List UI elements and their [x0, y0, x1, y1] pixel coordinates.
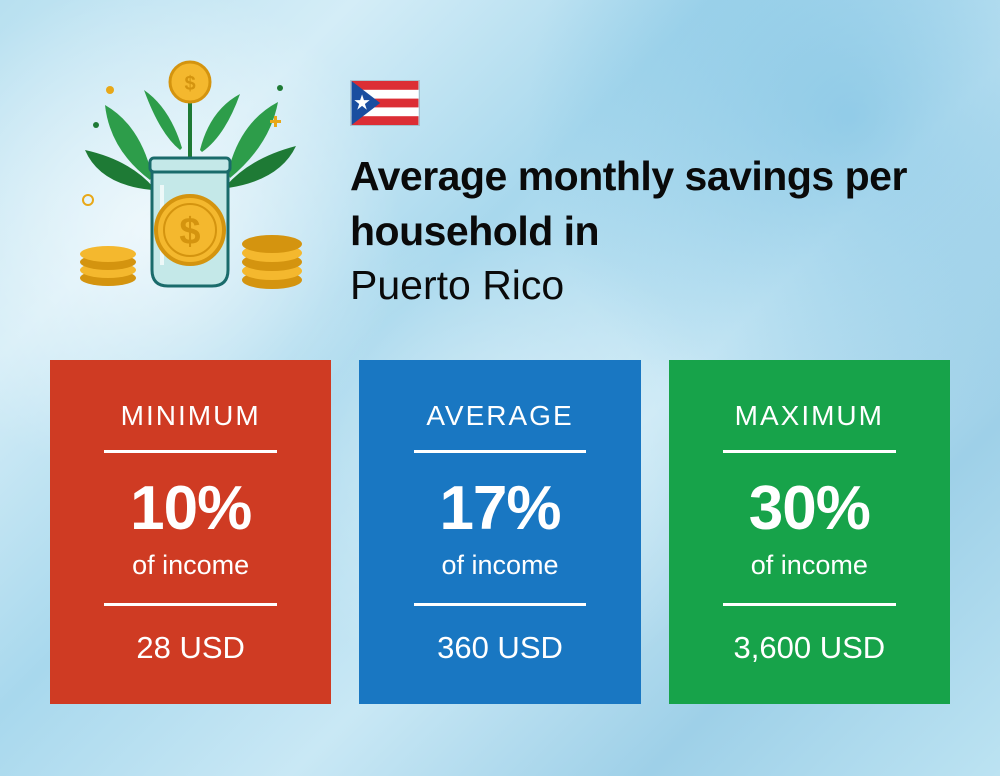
divider [414, 603, 587, 606]
card-subtext: of income [699, 550, 920, 581]
divider [414, 450, 587, 453]
card-label: AVERAGE [389, 400, 610, 432]
infographic-location: Puerto Rico [350, 262, 940, 309]
divider [723, 603, 896, 606]
divider [104, 450, 277, 453]
svg-text:$: $ [179, 211, 200, 253]
coin-stack-right [242, 235, 302, 289]
card-subtext: of income [389, 550, 610, 581]
stat-cards-row: MINIMUM 10% of income 28 USD AVERAGE 17%… [0, 360, 1000, 704]
card-maximum: MAXIMUM 30% of income 3,600 USD [669, 360, 950, 704]
card-minimum: MINIMUM 10% of income 28 USD [50, 360, 331, 704]
card-amount: 3,600 USD [699, 630, 920, 666]
coin-stack-left [80, 246, 136, 286]
card-percent: 10% [80, 473, 301, 544]
infographic-title: Average monthly savings per household in [350, 149, 940, 260]
card-label: MAXIMUM [699, 400, 920, 432]
card-amount: 28 USD [80, 630, 301, 666]
card-average: AVERAGE 17% of income 360 USD [359, 360, 640, 704]
card-percent: 17% [389, 473, 610, 544]
card-subtext: of income [80, 550, 301, 581]
card-percent: 30% [699, 473, 920, 544]
divider [104, 603, 277, 606]
svg-text:$: $ [184, 73, 195, 95]
header: $ $ Average mon [0, 0, 1000, 340]
savings-jar-illustration: $ $ [60, 50, 320, 310]
card-label: MINIMUM [80, 400, 301, 432]
divider [723, 450, 896, 453]
puerto-rico-flag-icon [350, 80, 420, 126]
title-block: Average monthly savings per household in… [350, 50, 940, 310]
card-amount: 360 USD [389, 630, 610, 666]
